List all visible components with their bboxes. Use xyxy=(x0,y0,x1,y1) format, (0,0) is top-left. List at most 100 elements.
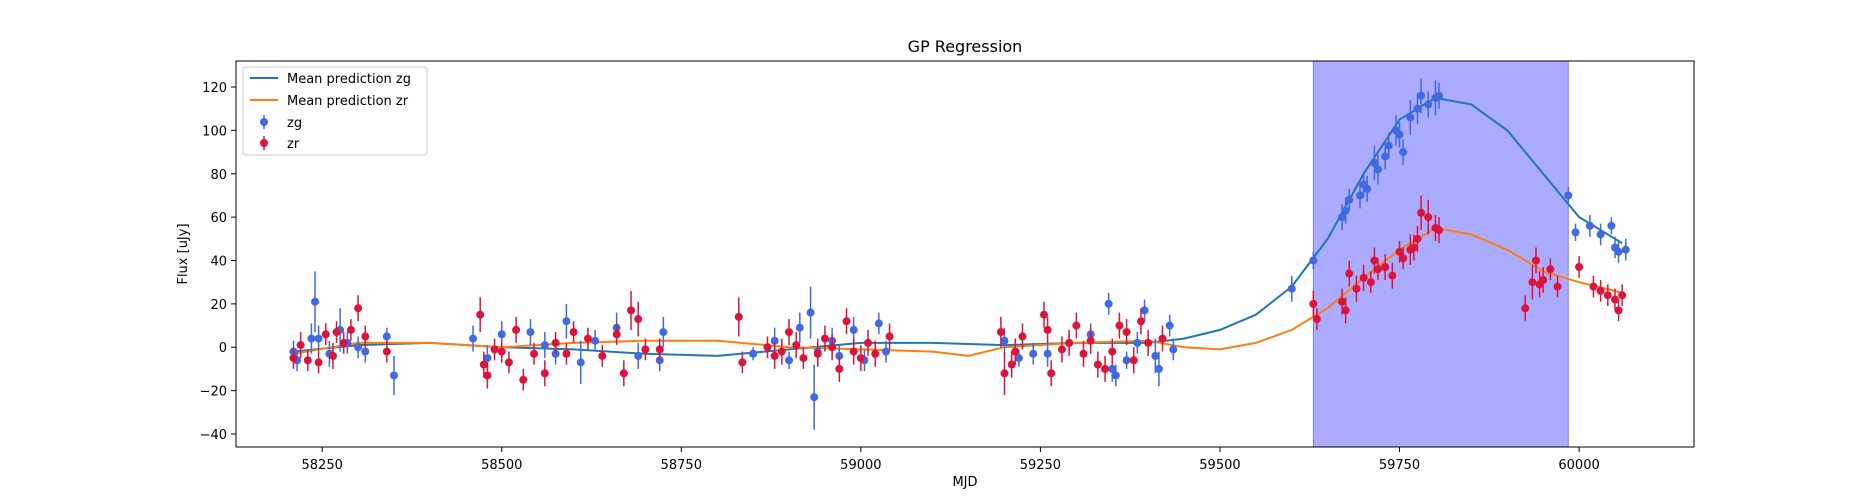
y-axis-ticks: −40 −20 0 20 40 60 80 100 120 xyxy=(200,81,236,443)
data-point-zr xyxy=(1047,369,1056,378)
data-point-zr xyxy=(1309,299,1318,308)
data-point-zr xyxy=(1531,256,1540,265)
shaded-interval xyxy=(1312,61,1569,447)
data-point-zr xyxy=(1115,321,1124,330)
data-point-zg xyxy=(1341,206,1350,215)
data-point-zg xyxy=(1000,336,1009,345)
data-point-zr xyxy=(996,328,1005,337)
data-point-zr xyxy=(497,347,506,356)
data-point-zr xyxy=(1575,263,1584,272)
x-tick-label: 60000 xyxy=(1558,458,1599,473)
data-point-zr xyxy=(1424,213,1433,222)
shaded-interval-layer xyxy=(1312,61,1569,447)
data-point-zg xyxy=(1169,345,1178,354)
data-point-zr xyxy=(332,328,341,337)
data-point-zg xyxy=(1122,356,1131,365)
data-point-zg xyxy=(1356,191,1365,200)
data-point-zr xyxy=(1007,360,1016,369)
data-point-zr xyxy=(1546,265,1555,274)
data-point-zg xyxy=(1607,221,1616,230)
x-tick-label: 58250 xyxy=(302,458,343,473)
data-point-zg xyxy=(1399,148,1408,157)
data-point-zr xyxy=(490,345,499,354)
data-point-zr xyxy=(1413,234,1422,243)
data-point-zg xyxy=(1381,152,1390,161)
data-point-zr xyxy=(1341,306,1350,315)
legend-label: Mean prediction zg xyxy=(287,72,411,87)
data-point-zr xyxy=(1108,347,1117,356)
data-point-zr xyxy=(828,343,837,352)
x-tick-label: 59750 xyxy=(1379,458,1420,473)
y-tick-label: −40 xyxy=(200,428,227,443)
data-point-zr xyxy=(504,358,513,367)
data-point-zg xyxy=(483,354,492,363)
data-point-zr xyxy=(519,375,528,384)
data-point-zr xyxy=(1373,265,1382,274)
data-point-zr xyxy=(1409,243,1418,252)
data-point-zg xyxy=(469,334,478,343)
data-point-zg xyxy=(1435,91,1444,100)
data-point-zg xyxy=(1014,354,1023,363)
chart-title: GP Regression xyxy=(908,37,1023,56)
data-point-zr xyxy=(849,347,858,356)
data-point-zg xyxy=(1043,349,1052,358)
data-point-zg xyxy=(314,334,323,343)
data-point-zr xyxy=(1553,282,1562,291)
data-points-layer xyxy=(289,78,1630,430)
data-point-zr xyxy=(842,317,851,326)
data-point-zr xyxy=(1366,278,1375,287)
data-point-zr xyxy=(619,369,628,378)
data-point-zr xyxy=(1589,282,1598,291)
data-point-zg xyxy=(1585,221,1594,230)
data-point-zg xyxy=(1614,247,1623,256)
data-point-zg xyxy=(1165,321,1174,330)
data-point-zr xyxy=(583,334,592,343)
data-point-zr xyxy=(1381,263,1390,272)
data-point-zg xyxy=(785,356,794,365)
data-point-zr xyxy=(1370,256,1379,265)
x-tick-label: 59000 xyxy=(840,458,881,473)
data-point-zr xyxy=(361,332,370,341)
data-point-zr xyxy=(1338,297,1347,306)
data-point-zg xyxy=(1384,141,1393,150)
data-point-zr xyxy=(785,328,794,337)
data-point-zr xyxy=(792,341,801,350)
data-point-zr xyxy=(296,341,305,350)
data-point-zg xyxy=(311,297,320,306)
data-point-zg xyxy=(1417,91,1426,100)
y-axis-label: Flux [uJy] xyxy=(176,223,191,284)
data-point-zg xyxy=(659,328,668,337)
data-point-zr xyxy=(813,349,822,358)
data-point-zg xyxy=(390,371,399,380)
legend-marker-swatch xyxy=(260,118,268,126)
data-point-zg xyxy=(881,347,890,356)
data-point-zg xyxy=(1406,113,1415,122)
x-axis-ticks: 58250 58500 58750 59000 59250 59500 59750 60000 xyxy=(302,447,1600,473)
data-point-zr xyxy=(627,306,636,315)
data-point-zg xyxy=(361,347,370,356)
data-point-zg xyxy=(576,358,585,367)
data-point-zg xyxy=(795,323,804,332)
data-point-zg xyxy=(1140,306,1149,315)
data-point-zr xyxy=(655,345,664,354)
data-point-zg xyxy=(1564,191,1573,200)
data-point-zr xyxy=(1101,364,1110,373)
data-point-zr xyxy=(540,369,549,378)
data-point-zr xyxy=(856,354,865,363)
data-point-zr xyxy=(634,315,643,324)
data-point-zg xyxy=(1309,256,1318,265)
data-point-zr xyxy=(1596,286,1605,295)
data-point-zr xyxy=(1043,325,1052,334)
data-point-zr xyxy=(1065,338,1074,347)
data-point-zg xyxy=(1373,165,1382,174)
prediction-lines-layer xyxy=(293,96,1623,357)
data-point-zg xyxy=(1363,184,1372,193)
legend-label: Mean prediction zr xyxy=(287,94,409,109)
data-point-zr xyxy=(562,349,571,358)
data-point-zg xyxy=(770,336,779,345)
y-tick-label: 0 xyxy=(219,341,227,356)
x-axis-label: MJD xyxy=(952,475,977,490)
plot-frame xyxy=(235,60,1695,448)
data-point-zg xyxy=(1424,100,1433,109)
legend-label: zg xyxy=(287,116,302,131)
